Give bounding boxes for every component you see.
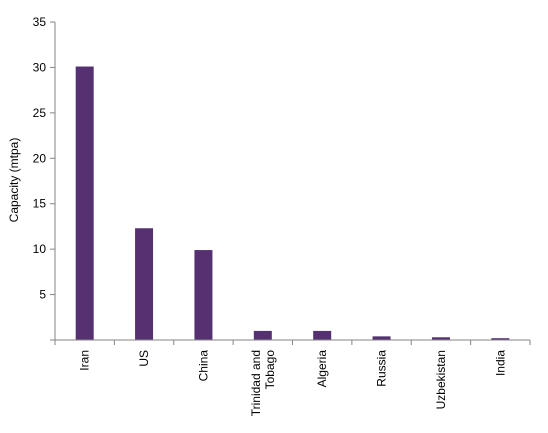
x-tick-label-line: Iran <box>78 350 92 371</box>
y-tick-label: 15 <box>33 197 47 211</box>
bar <box>313 330 332 340</box>
x-tick-label: Algeria <box>315 350 329 388</box>
x-tick-label: China <box>196 350 210 382</box>
bar <box>135 228 154 340</box>
y-tick-label: 35 <box>33 15 47 29</box>
bar <box>491 338 510 340</box>
y-axis: 5 10 15 20 25 30 35 <box>33 15 56 341</box>
x-tick-label: Iran <box>78 350 92 371</box>
x-tick-label: US <box>137 350 151 367</box>
y-tick-label: 30 <box>33 60 47 74</box>
x-tick-label-line: India <box>493 350 507 376</box>
bar <box>253 330 272 340</box>
bar <box>372 336 391 340</box>
x-tick-label-line: Russia <box>375 350 389 387</box>
y-axis-label: Capacity (mtpa) <box>7 138 21 223</box>
x-tick-label: Trinidad andTobago <box>249 350 277 417</box>
x-tick-label-line: US <box>137 350 151 367</box>
y-tick-label: 5 <box>39 288 46 302</box>
x-tick-label-line: China <box>196 350 210 382</box>
x-tick-label-line: Algeria <box>315 350 329 388</box>
x-tick-label-line: Trinidad and <box>249 350 263 416</box>
x-tick-label: India <box>493 350 507 376</box>
x-axis: Iran US China Trinidad andTobago Algeria Russ… <box>54 339 531 417</box>
x-tick-label: Uzbekistan <box>434 350 448 409</box>
bar <box>75 66 94 341</box>
y-tick-label: 20 <box>33 151 47 165</box>
bars-group <box>75 66 510 341</box>
bar <box>431 337 450 340</box>
bar <box>194 250 213 340</box>
x-tick-label: Russia <box>375 350 389 387</box>
y-tick-label: 25 <box>33 106 47 120</box>
x-tick-label-line: Tobago <box>263 350 277 390</box>
y-tick-label: 10 <box>33 242 47 256</box>
x-tick-label-line: Uzbekistan <box>434 350 448 409</box>
